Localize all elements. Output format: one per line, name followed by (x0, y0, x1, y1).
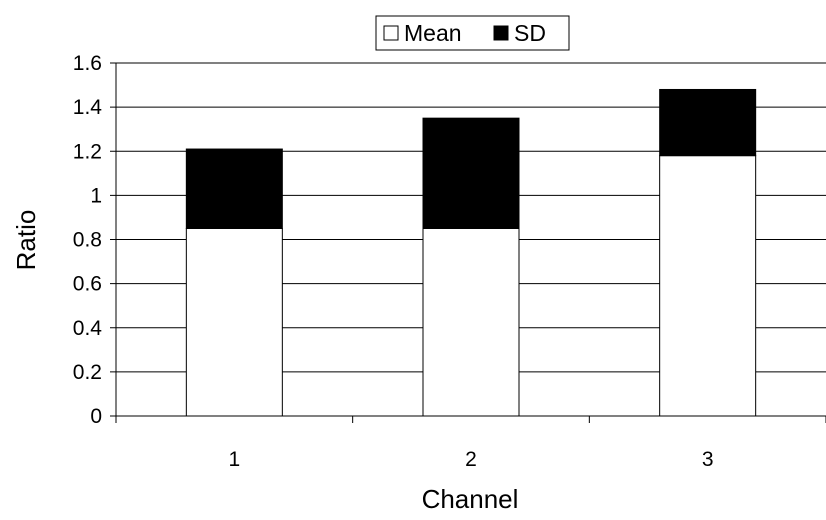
y-tick-label: 0 (90, 405, 102, 428)
y-tick-label: 0.4 (73, 317, 103, 340)
bar-mean-2 (422, 227, 520, 417)
axes (110, 62, 826, 423)
legend-swatch-sd (493, 25, 509, 41)
bar-sd-1 (185, 148, 283, 229)
x-tick-label: 3 (702, 448, 714, 471)
y-tick-label: 0.6 (73, 273, 102, 296)
y-axis-title: Ratio (11, 210, 41, 271)
y-tick-label: 1.4 (73, 96, 103, 119)
tick-labels: 0 0.2 0.4 0.6 0.8 1 1.2 1.4 1.6 1 2 3 (73, 52, 714, 471)
y-tick-label: 0.2 (73, 361, 102, 384)
y-tick-label: 1 (90, 184, 102, 207)
x-tick-label: 1 (228, 448, 240, 471)
legend: Mean SD (375, 15, 570, 51)
x-tick-label: 2 (465, 448, 477, 471)
y-tick-label: 1.2 (73, 140, 102, 163)
bars (185, 88, 757, 417)
bar-sd-3 (659, 88, 757, 157)
legend-box (375, 15, 570, 51)
legend-label-sd: SD (514, 20, 546, 46)
legend-swatch-mean (383, 25, 399, 41)
y-tick-label: 1.6 (73, 52, 102, 75)
bar-mean-1 (185, 227, 283, 417)
bar-sd-2 (422, 117, 520, 229)
legend-label-mean: Mean (404, 20, 462, 46)
bar-mean-3 (659, 155, 757, 417)
x-axis-title: Channel (422, 484, 519, 514)
y-tick-label: 0.8 (73, 229, 102, 252)
